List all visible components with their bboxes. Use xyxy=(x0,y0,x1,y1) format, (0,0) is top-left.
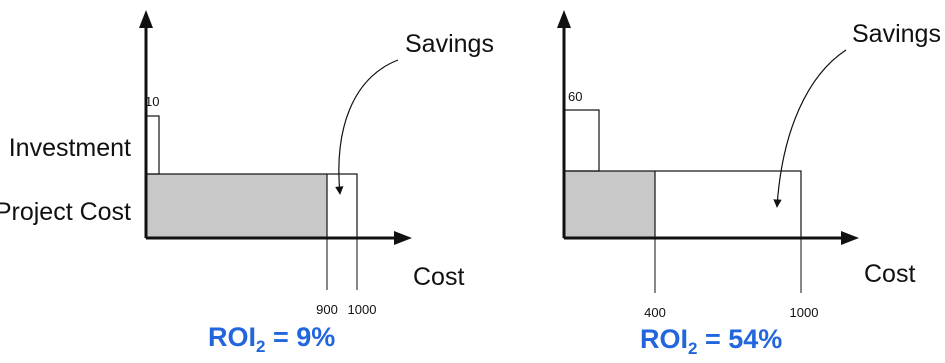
left-investment-value: 10 xyxy=(145,94,159,109)
left-savings-label: Savings xyxy=(405,30,494,58)
right-roi-main: ROI xyxy=(640,324,688,354)
right-tick-label-400: 400 xyxy=(644,305,666,320)
left-x-axis-arrowhead xyxy=(394,231,412,245)
left-roi-main: ROI xyxy=(208,322,256,352)
left-tick-label-1000: 1000 xyxy=(348,302,377,317)
left-tick-label-900: 900 xyxy=(316,302,338,317)
right-x-axis-arrowhead xyxy=(841,231,859,245)
right-shaded-cost-bar xyxy=(564,171,655,238)
left-investment-box xyxy=(145,115,160,175)
project-cost-label: Project Cost xyxy=(0,198,131,226)
left-savings-arrow xyxy=(335,59,399,195)
left-x-axis-label: Cost xyxy=(413,263,464,291)
right-roi-result: ROI2 = 54% xyxy=(640,324,782,358)
left-roi-subscript: 2 xyxy=(256,337,265,356)
right-savings-label: Savings xyxy=(852,20,941,48)
investment-label: Investment xyxy=(9,134,131,162)
right-investment-value: 60 xyxy=(568,89,582,104)
right-x-axis-label: Cost xyxy=(864,260,915,288)
right-roi-value: = 54% xyxy=(697,324,782,354)
left-roi-value: = 9% xyxy=(265,322,335,352)
left-shaded-cost-bar xyxy=(146,174,327,238)
left-y-axis-arrowhead xyxy=(139,10,153,28)
right-savings-arrow xyxy=(773,49,847,208)
right-investment-box xyxy=(563,109,600,172)
right-tick-label-1000: 1000 xyxy=(790,305,819,320)
left-roi-result: ROI2 = 9% xyxy=(208,322,335,356)
right-panel: 60 Savings Cost 400 1000 ROI2 = 54% xyxy=(557,10,941,358)
right-y-axis-arrowhead xyxy=(557,10,571,28)
right-roi-subscript: 2 xyxy=(688,339,697,358)
left-panel: 10 Investment Project Cost Savings Cost … xyxy=(0,10,494,356)
